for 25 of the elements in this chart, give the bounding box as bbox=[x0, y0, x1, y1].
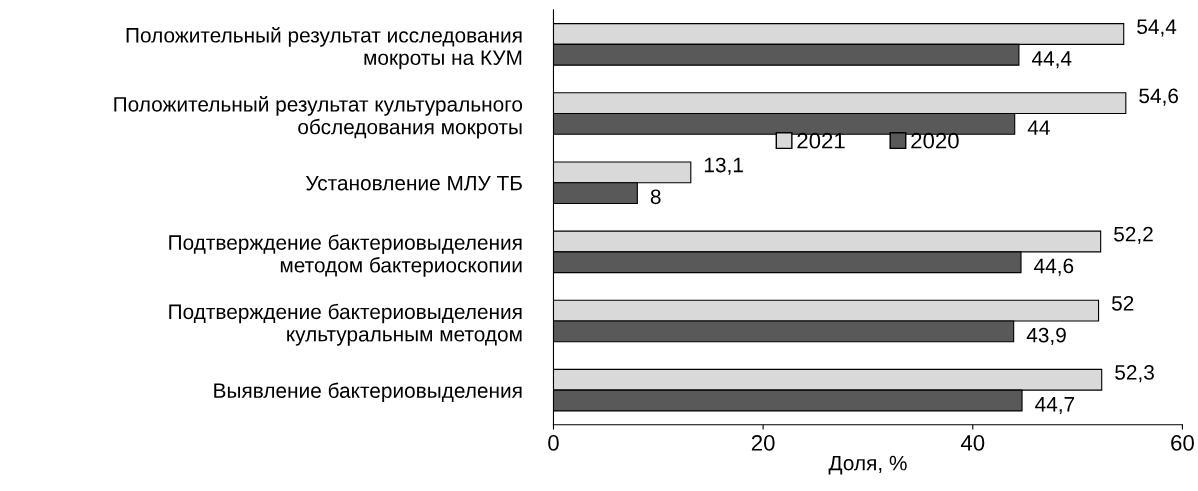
data-label: 54,6 bbox=[1139, 88, 1179, 106]
data-label: 8 bbox=[650, 189, 661, 205]
data-label: 44 bbox=[1027, 120, 1050, 135]
x-axis-title: Доля, % bbox=[828, 455, 907, 475]
x-tick-label: 0 bbox=[548, 435, 559, 451]
legend-label: 2021 bbox=[797, 132, 845, 149]
data-label: 54,4 bbox=[1137, 19, 1177, 37]
data-label: 44,7 bbox=[1035, 397, 1075, 415]
data-label: 52 bbox=[1111, 295, 1134, 311]
legend-label: 2020 bbox=[911, 132, 959, 149]
data-label: 43,9 bbox=[1026, 327, 1066, 345]
data-label: 44,6 bbox=[1034, 258, 1074, 276]
y-tick-label: Подтверждение бактериовыделения культуральным методом bbox=[169, 303, 522, 346]
y-tick-label: Положительный результат культурального обследования мокроты bbox=[114, 96, 523, 139]
y-tick-label: Положительный результат исследования мокроты на КУМ bbox=[126, 26, 522, 70]
data-label: 52,3 bbox=[1115, 365, 1154, 383]
x-tick-label: 40 bbox=[960, 435, 985, 451]
y-tick-label: Выявление бактериовыделения bbox=[214, 382, 522, 403]
x-tick-label: 20 bbox=[751, 435, 775, 451]
y-tick-label: Подтверждение бактериовыделения методом бактериоскопии bbox=[169, 234, 522, 277]
y-tick-label: Установление МЛУ ТБ bbox=[305, 175, 522, 191]
data-label: 13,1 bbox=[704, 157, 743, 175]
x-tick-label: 60 bbox=[1171, 435, 1194, 451]
data-label: 44,4 bbox=[1031, 51, 1072, 69]
data-label: 52,2 bbox=[1114, 226, 1153, 244]
